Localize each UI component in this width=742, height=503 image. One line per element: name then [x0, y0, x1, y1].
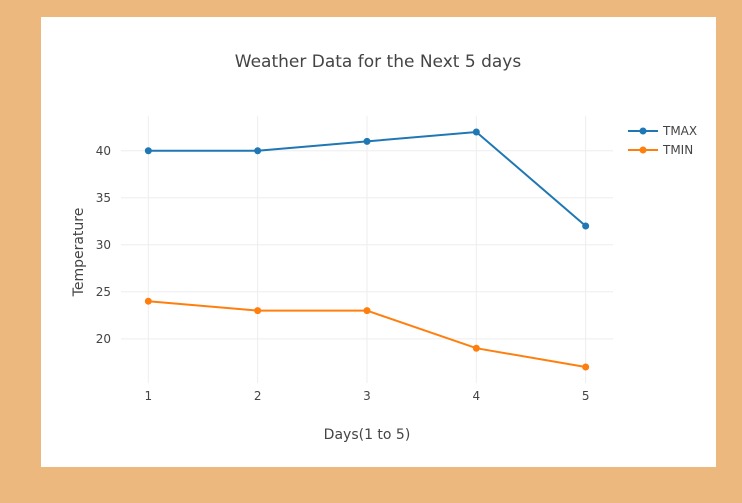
x-tick-label: 4 — [473, 389, 481, 403]
legend-label: TMIN — [662, 143, 693, 157]
data-point-tmin[interactable] — [254, 307, 262, 315]
x-tick-label: 2 — [254, 389, 262, 403]
x-tick-label: 5 — [582, 389, 590, 403]
x-tick-label: 1 — [145, 389, 153, 403]
data-point-tmin[interactable] — [582, 363, 590, 371]
series-layer — [144, 128, 590, 371]
legend-swatch-marker — [639, 127, 647, 135]
y-tick-label: 30 — [96, 238, 111, 252]
x-axis-ticks: 1 2 3 4 5 — [145, 389, 590, 403]
y-tick-label: 25 — [96, 285, 111, 299]
legend[interactable]: TMAX TMIN — [628, 124, 697, 157]
data-point-tmax[interactable] — [144, 147, 152, 155]
data-point-tmin[interactable] — [363, 307, 371, 315]
y-tick-label: 40 — [96, 144, 111, 158]
legend-item-tmin[interactable]: TMIN — [628, 143, 693, 157]
y-tick-label: 35 — [96, 191, 111, 205]
data-point-tmax[interactable] — [472, 128, 480, 136]
data-point-tmax[interactable] — [363, 137, 371, 145]
y-tick-label: 20 — [96, 332, 111, 346]
legend-label: TMAX — [662, 124, 697, 138]
chart-title: Weather Data for the Next 5 days — [235, 52, 522, 72]
legend-swatch-marker — [639, 146, 647, 154]
data-point-tmax[interactable] — [254, 147, 262, 155]
data-point-tmax[interactable] — [582, 222, 590, 230]
gridlines — [121, 116, 613, 383]
data-point-tmin[interactable] — [144, 297, 152, 305]
x-tick-label: 3 — [363, 389, 371, 403]
line-chart: Weather Data for the Next 5 days 2025303… — [71, 52, 697, 443]
y-axis-title: Temperature — [71, 208, 87, 298]
legend-item-tmax[interactable]: TMAX — [628, 124, 697, 138]
y-axis-ticks: 20 25 30 35 40 — [96, 144, 111, 346]
chart-panel: Weather Data for the Next 5 days 20 25 30 3… — [41, 17, 716, 467]
x-axis-title: Days(1 to 5) — [324, 427, 411, 443]
data-point-tmin[interactable] — [472, 344, 480, 352]
